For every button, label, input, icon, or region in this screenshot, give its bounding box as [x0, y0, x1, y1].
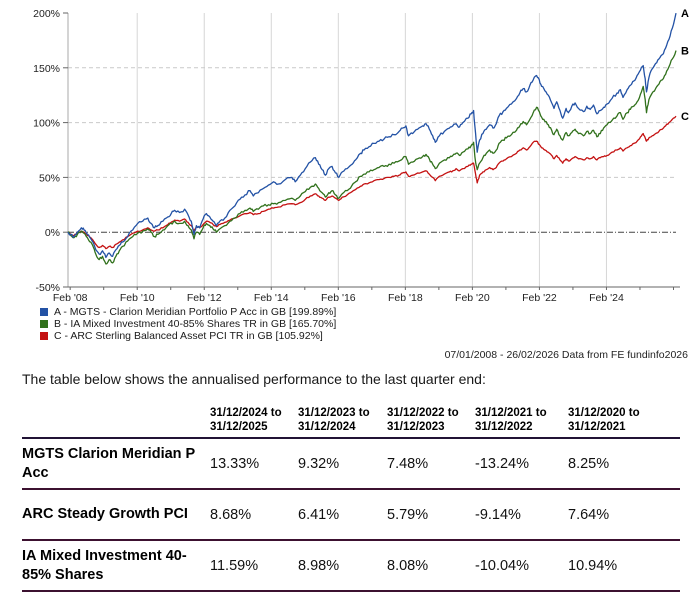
- legend-item-C: C - ARC Sterling Balanced Asset PCI TR i…: [40, 329, 336, 342]
- table-value-cell: 13.33%: [210, 455, 260, 472]
- legend-label: B - IA Mixed Investment 40-85% Shares TR…: [54, 317, 337, 330]
- y-axis-label: 100%: [33, 118, 60, 130]
- table-value-cell: 6.41%: [298, 506, 340, 523]
- table-row-label: IA Mixed Investment 40-85% Shares: [22, 547, 187, 583]
- table-value-cell: 10.94%: [568, 557, 618, 574]
- table-intro: The table below shows the annualised per…: [22, 371, 486, 387]
- series-B-line: [67, 50, 677, 265]
- legend-label: A - MGTS - Clarion Meridian Portfolio P …: [54, 305, 337, 318]
- x-axis-label: Feb '08: [53, 292, 88, 302]
- table-value-cell: -10.04%: [475, 557, 530, 574]
- x-axis-label: Feb '10: [120, 292, 155, 302]
- x-axis-label: Feb '24: [589, 292, 624, 302]
- y-axis-label: -50%: [35, 282, 60, 294]
- legend-swatch-icon: [40, 331, 48, 340]
- table-row: IA Mixed Investment 40-85% Shares 11.59% 8…: [22, 541, 680, 592]
- series-C-line: [67, 115, 677, 250]
- x-axis-label: Feb '14: [254, 292, 289, 302]
- table-column-header: 31/12/2021 to 31/12/2022: [475, 407, 547, 433]
- y-axis-label: 200%: [33, 8, 60, 20]
- table-column-header: 31/12/2023 to 31/12/2024: [298, 407, 370, 433]
- x-axis-label: Feb '12: [187, 292, 222, 302]
- table-row-label: MGTS Clarion Meridian P Acc: [22, 445, 195, 481]
- table-corner-cell: [22, 402, 210, 434]
- legend-swatch-icon: [40, 307, 48, 316]
- table-value-cell: 8.08%: [387, 557, 429, 574]
- table-row-label: ARC Steady Growth PCI: [22, 506, 188, 522]
- table-header-row: 31/12/2024 to 31/12/2025 31/12/2023 to 31…: [22, 402, 680, 439]
- series-A-end-label: A: [681, 8, 689, 20]
- x-axis-label: Feb '18: [388, 292, 423, 302]
- y-axis-label: 150%: [33, 63, 60, 75]
- chart-legend: A - MGTS - Clarion Meridian Portfolio P …: [40, 306, 336, 342]
- series-B-end-label: B: [681, 46, 689, 58]
- table-value-cell: 7.48%: [387, 455, 429, 472]
- performance-chart: -50% 0% 50% 100% 150% 200% Feb '08 Feb '10 Feb '…: [33, 8, 689, 302]
- x-axis-label: Feb '22: [522, 292, 557, 302]
- y-axis-label: 0%: [45, 227, 60, 239]
- table-row: MGTS Clarion Meridian P Acc 13.33% 9.32% 7.…: [22, 439, 680, 490]
- table-column-header: 31/12/2022 to 31/12/2023: [387, 407, 459, 433]
- table-row: ARC Steady Growth PCI 8.68% 6.41% 5.79% -9.1…: [22, 490, 680, 541]
- legend-label: C - ARC Sterling Balanced Asset PCI TR i…: [54, 329, 323, 342]
- table-column-header: 31/12/2024 to 31/12/2025: [210, 407, 282, 433]
- table-value-cell: -9.14%: [475, 506, 521, 523]
- table-value-cell: 5.79%: [387, 506, 429, 523]
- table-value-cell: -13.24%: [475, 455, 530, 472]
- y-axis-label: 50%: [39, 172, 60, 184]
- table-value-cell: 8.98%: [298, 557, 340, 574]
- legend-item-A: A - MGTS - Clarion Meridian Portfolio P …: [40, 305, 337, 318]
- chart-footnote: 07/01/2008 - 26/02/2026 Data from FE fun…: [444, 349, 688, 361]
- table-value-cell: 8.25%: [568, 455, 610, 472]
- table-value-cell: 11.59%: [210, 557, 259, 574]
- series-C-end-label: C: [681, 111, 689, 123]
- table-value-cell: 9.32%: [298, 455, 340, 472]
- table-column-header: 31/12/2020 to 31/12/2021: [568, 407, 640, 433]
- table-value-cell: 8.68%: [210, 506, 252, 523]
- performance-table: 31/12/2024 to 31/12/2025 31/12/2023 to 31…: [22, 402, 680, 592]
- series-A-line: [67, 12, 677, 259]
- table-value-cell: 7.64%: [568, 506, 610, 523]
- legend-swatch-icon: [40, 319, 48, 328]
- x-axis-label: Feb '16: [321, 292, 356, 302]
- x-axis-label: Feb '20: [455, 292, 490, 302]
- legend-item-B: B - IA Mixed Investment 40-85% Shares TR…: [40, 317, 337, 330]
